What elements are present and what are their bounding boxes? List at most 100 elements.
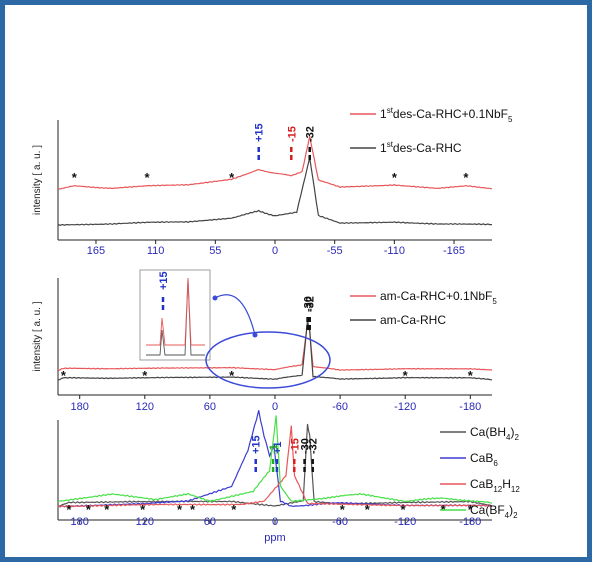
legend-entry: am-Ca-RHC xyxy=(380,313,446,327)
legend-entry: Ca(BH4)2 xyxy=(470,425,519,442)
x-tick-label: -180 xyxy=(459,401,481,413)
legend-sub: 5 xyxy=(508,115,513,124)
peak-star: * xyxy=(463,170,469,185)
x-tick-label: 0 xyxy=(272,516,278,528)
peak-star: * xyxy=(229,368,235,383)
peak-label: +1 xyxy=(272,441,284,454)
x-tick-label: 55 xyxy=(209,245,221,257)
x-tick-label: -165 xyxy=(443,245,465,257)
legend-main: CaB xyxy=(470,451,493,465)
series-line xyxy=(57,423,493,507)
legend-main: am-Ca-RHC xyxy=(380,313,446,327)
peak-star: * xyxy=(400,502,406,517)
legend-entry: CaB6 xyxy=(470,451,498,468)
peak-label: -32 xyxy=(305,296,317,312)
highlight-ellipse xyxy=(205,331,331,389)
legend-sub: 5 xyxy=(492,297,497,306)
peak-star: * xyxy=(365,502,371,517)
x-tick-label: 60 xyxy=(204,516,216,528)
y-axis-label: intensity [ a. u. ] xyxy=(32,301,43,371)
series-line xyxy=(58,320,493,381)
peak-label: -32 xyxy=(308,438,320,454)
panel-top: intensity [ a. u. ] 165 110 55 0 -55 -110 -165 *… xyxy=(32,106,513,257)
peak-label: -15 xyxy=(286,126,298,142)
legend-sub2: 12 xyxy=(511,485,520,494)
x-tick-label: 120 xyxy=(136,401,154,413)
panel-bottom: 180120600-60-120-180ppm************+15+1… xyxy=(57,410,520,544)
x-tick-label: 180 xyxy=(71,516,89,528)
series-line xyxy=(57,157,492,226)
x-axis-label: ppm xyxy=(264,532,285,544)
legend-main: des-Ca-RHC+0.1NbF xyxy=(393,107,508,121)
x-tick-label: 180 xyxy=(71,401,89,413)
peak-star: * xyxy=(104,502,110,517)
x-tick-label: -55 xyxy=(327,245,343,257)
peak-label: -30 xyxy=(300,438,312,454)
peak-label: -15 xyxy=(289,438,301,454)
peak-star: * xyxy=(177,502,183,517)
peak-star: * xyxy=(66,502,72,517)
peak-star: * xyxy=(142,368,148,383)
x-tick-label: 165 xyxy=(87,245,105,257)
legend-entry: Ca(BF4)2 xyxy=(470,503,518,520)
legend-sub2: 2 xyxy=(514,433,519,442)
x-tick-label: -110 xyxy=(384,245,405,257)
peak-star: * xyxy=(229,170,235,185)
legend-sub2: 2 xyxy=(513,511,518,520)
peak-star: * xyxy=(403,368,409,383)
peak-star: * xyxy=(61,368,67,383)
legend-entry: am-Ca-RHC+0.1NbF5 xyxy=(380,289,497,306)
legend-sub: 4 xyxy=(506,433,511,442)
peak-label: +15 xyxy=(254,123,266,142)
legend-sub: 12 xyxy=(493,485,502,494)
y-axis-label: intensity [ a. u. ] xyxy=(32,145,43,215)
x-tick-label: 120 xyxy=(136,516,154,528)
series-line xyxy=(58,323,493,371)
legend-prefix: 1 xyxy=(380,141,387,155)
inset-label: +15 xyxy=(158,271,170,290)
legend-sub: 4 xyxy=(505,511,510,520)
peak-star: * xyxy=(190,502,196,517)
peak-label: -1 xyxy=(268,444,280,454)
x-tick-label: 60 xyxy=(204,401,216,413)
legend-entry: 1stdes-Ca-RHC+0.1NbF5 xyxy=(380,106,513,124)
series-line xyxy=(57,415,493,504)
peak-star: * xyxy=(468,368,474,383)
legend-main: Ca(BH xyxy=(470,425,506,439)
legend-tail: ) xyxy=(510,425,514,439)
peak-star: * xyxy=(86,502,92,517)
legend-tail: H xyxy=(502,477,511,491)
x-tick-label: -180 xyxy=(459,516,481,528)
peak-star: * xyxy=(72,170,78,185)
peak-star: * xyxy=(231,502,237,517)
peak-star: * xyxy=(468,502,474,517)
legend-prefix: 1 xyxy=(380,107,387,121)
x-tick-label: 0 xyxy=(272,401,278,413)
inset-trace xyxy=(146,277,205,346)
legend-main: Ca(BF xyxy=(470,503,505,517)
connector-dot xyxy=(212,295,218,301)
peak-star: * xyxy=(392,170,398,185)
peak-label: +15 xyxy=(251,435,263,454)
peak-star: * xyxy=(340,502,346,517)
peak-star: * xyxy=(144,170,150,185)
legend-main: am-Ca-RHC+0.1NbF xyxy=(380,289,492,303)
panel-middle: intensity [ a. u. ] 180 120 60 0 -60 -120 -180 *… xyxy=(32,269,497,413)
peak-label: -32 xyxy=(305,126,317,142)
x-tick-label: 0 xyxy=(272,245,278,257)
legend-main: des-Ca-RHC xyxy=(393,141,462,155)
peak-star: * xyxy=(140,502,146,517)
connector-dot xyxy=(252,332,258,338)
series-line xyxy=(57,136,493,190)
x-tick-label: -60 xyxy=(332,516,348,528)
legend-sub: 6 xyxy=(493,459,498,468)
legend-sup: st xyxy=(387,106,394,115)
x-tick-label: -120 xyxy=(394,516,416,528)
legend-entry: 1stdes-Ca-RHC xyxy=(380,140,462,155)
x-tick-label: -60 xyxy=(332,401,348,413)
inset-box xyxy=(139,269,211,361)
x-tick-label: -120 xyxy=(394,401,416,413)
legend-sup: st xyxy=(387,140,394,149)
